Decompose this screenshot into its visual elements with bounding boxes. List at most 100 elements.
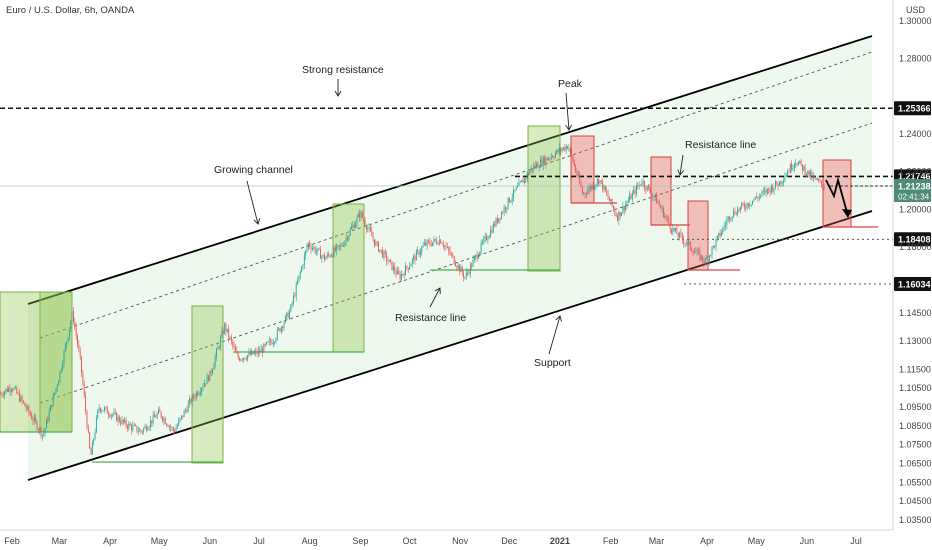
candle-body — [81, 356, 83, 373]
candle-body — [683, 239, 685, 244]
candle-body — [127, 425, 128, 429]
candle-body — [276, 329, 278, 339]
candle-body — [367, 228, 369, 230]
candle-body — [442, 244, 444, 247]
candle-body — [518, 182, 520, 186]
forecast-arrowhead — [842, 209, 852, 218]
candle-body — [229, 337, 231, 338]
channel-inner-line-upper — [39, 51, 873, 339]
candle-body — [757, 197, 759, 199]
candle-body — [171, 427, 173, 429]
candle-body — [648, 185, 650, 188]
candle-body — [415, 251, 417, 261]
candle-body — [567, 146, 569, 149]
candle-body — [549, 158, 551, 160]
channel-fill — [28, 36, 872, 480]
candle-body — [789, 164, 791, 173]
candle-body — [406, 265, 408, 268]
candle-body — [120, 421, 122, 424]
candle-body — [449, 250, 451, 255]
candle-body — [451, 254, 452, 256]
candle-body — [194, 397, 196, 399]
x-tick-label: May — [151, 536, 169, 546]
candle-body — [731, 216, 733, 219]
candle-body — [441, 242, 443, 245]
candle-body — [21, 396, 23, 402]
y-tick-label: 1.28000 — [899, 54, 932, 64]
candle-body — [324, 254, 326, 260]
candle-body — [806, 174, 807, 176]
candle-body — [603, 185, 605, 190]
candle-body — [706, 258, 708, 260]
candle-body — [554, 153, 556, 158]
candle-body — [214, 356, 216, 366]
candle-body — [457, 265, 459, 268]
candle-body — [725, 224, 726, 227]
candle-body — [233, 345, 235, 348]
candle-body — [105, 407, 107, 408]
candle-body — [699, 250, 701, 260]
candle-body — [197, 392, 199, 395]
candle-body — [348, 235, 350, 240]
candle-body — [82, 372, 84, 385]
candle-body — [799, 160, 801, 163]
candle-body — [187, 403, 189, 412]
candle-body — [737, 209, 739, 215]
annotation-arrow — [548, 315, 561, 355]
candle-body — [673, 227, 675, 231]
candle-body — [305, 250, 307, 256]
candle-body — [93, 438, 95, 443]
candle-body — [676, 228, 678, 235]
candle-body — [765, 189, 767, 194]
candle-body — [181, 415, 182, 419]
candle-body — [209, 370, 211, 382]
candle-body — [560, 148, 562, 152]
candle-body — [414, 256, 416, 261]
x-tick-label: Sep — [352, 536, 368, 546]
candle-body — [595, 184, 597, 187]
candle-body — [402, 274, 404, 275]
candle-body — [502, 212, 504, 214]
candle-body — [484, 235, 486, 239]
candle-body — [24, 402, 26, 407]
candle-body — [440, 239, 442, 243]
candle-body — [491, 229, 493, 233]
candle-body — [137, 431, 139, 433]
candle-body — [345, 237, 347, 242]
y-tick-label: 1.11500 — [899, 364, 931, 374]
candle-body — [217, 347, 219, 350]
candle-body — [671, 229, 672, 233]
candle-body — [403, 274, 405, 276]
candle-body — [98, 407, 100, 411]
annotation-label: Strong resistance — [302, 64, 384, 76]
candle-body — [667, 217, 668, 219]
y-tick-label: 1.20000 — [899, 204, 932, 214]
candle-body — [186, 410, 188, 412]
candle-body — [31, 415, 33, 419]
red-zone-box — [822, 159, 852, 228]
candle-body — [83, 384, 85, 396]
candle-body — [679, 232, 681, 238]
candle-body — [553, 157, 555, 159]
candle-body — [121, 419, 123, 424]
candle-body — [94, 431, 96, 439]
candle-body — [257, 350, 259, 355]
candle-body — [259, 350, 261, 353]
candle-body — [702, 255, 704, 261]
candle-body — [644, 181, 645, 188]
candle-body — [529, 171, 531, 175]
candle-body — [575, 165, 577, 172]
x-tick-label: Feb — [603, 536, 619, 546]
candle-body — [224, 323, 226, 334]
candle-body — [505, 207, 506, 210]
candle-body — [796, 163, 798, 166]
y-tick-label: 1.13000 — [899, 336, 932, 346]
candle-body — [168, 426, 170, 428]
candle-body — [627, 200, 629, 203]
annotations: Strong resistance Peak Growing channel Resi… — [214, 64, 852, 369]
x-tick-label: Jul — [253, 536, 265, 546]
candle-body — [421, 247, 423, 253]
candle-body — [384, 251, 386, 254]
